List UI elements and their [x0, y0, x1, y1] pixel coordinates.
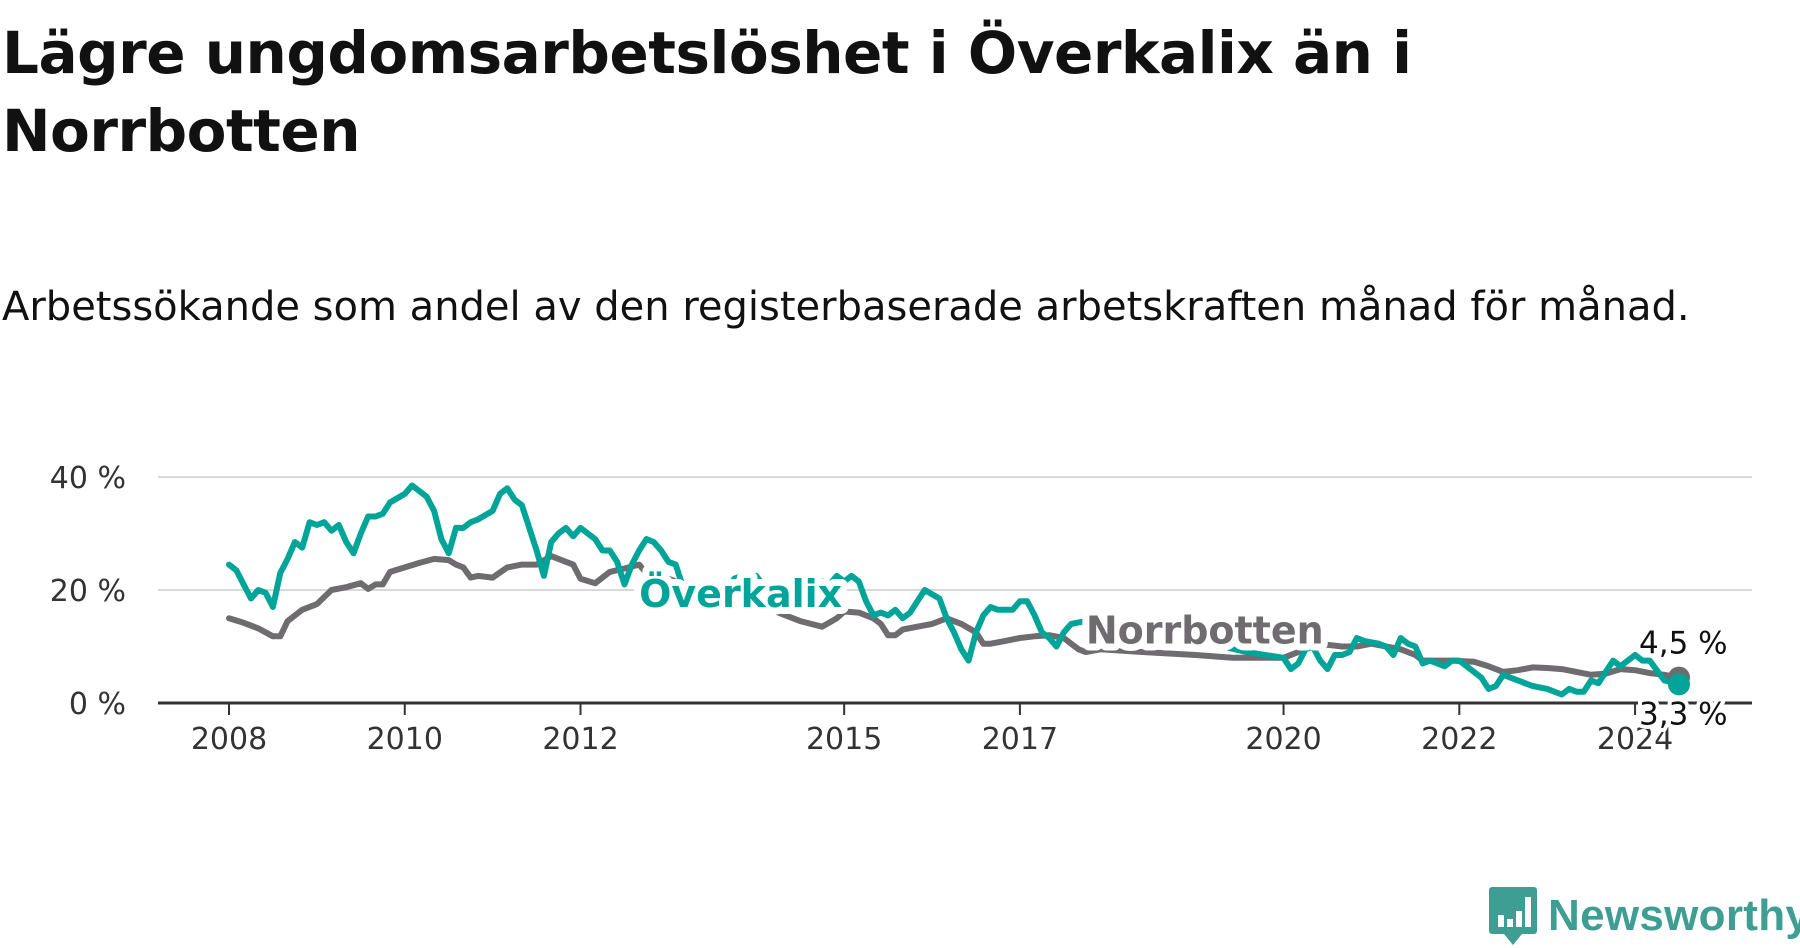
series-label-norrbotten: Norrbotten: [1086, 609, 1324, 653]
chart-title: Lägre ungdomsarbetslöshet i Överkalix än…: [2, 19, 1412, 165]
end-label-overkalix: 3,3 %: [1639, 696, 1728, 732]
end-label-halo: 3,3 %: [1639, 696, 1728, 732]
series-label-halo: Norrbotten: [1086, 609, 1324, 653]
x-axis: 2008 2010 2012 2015 2017 2020 2022 2024: [158, 701, 1752, 757]
series-lines: [226, 482, 1682, 698]
end-labels: 4,5 %4,5 %3,3 %3,3 %: [1635, 622, 1732, 737]
series-line-overkalix: [226, 482, 1682, 698]
series-label-halo: Överkalix: [639, 572, 842, 616]
end-marker-overkalix: [1668, 673, 1690, 696]
bar-chart-speech-bubble-icon: [1489, 887, 1537, 945]
y-tick-label: 0 %: [69, 687, 126, 722]
series-label-overkalix: Överkalix: [639, 572, 842, 616]
x-tick-label: 2020: [1245, 722, 1321, 757]
y-tick-label: 20 %: [50, 574, 126, 609]
x-tick-label: 2008: [191, 722, 267, 757]
newsworthy-logo-text: Newsworthy: [1548, 891, 1800, 940]
x-tick-label: 2012: [542, 722, 618, 757]
chart-subtitle: Arbetssökande som andel av den registerb…: [2, 284, 1690, 330]
end-label-halo: 4,5 %: [1639, 626, 1728, 662]
x-tick-label: 2022: [1421, 722, 1497, 757]
x-tick-label: 2010: [367, 722, 443, 757]
y-axis: 0 % 20 % 40 %: [50, 461, 126, 722]
y-tick-label: 40 %: [50, 461, 126, 496]
end-label-norrbotten: 4,5 %: [1639, 626, 1728, 662]
x-tick-label: 2024: [1597, 722, 1673, 757]
grid: [158, 476, 1752, 591]
newsworthy-logo: Newsworthy: [1488, 886, 1800, 946]
x-tick-label: 2017: [982, 722, 1058, 757]
x-tick-label: 2015: [806, 722, 882, 757]
